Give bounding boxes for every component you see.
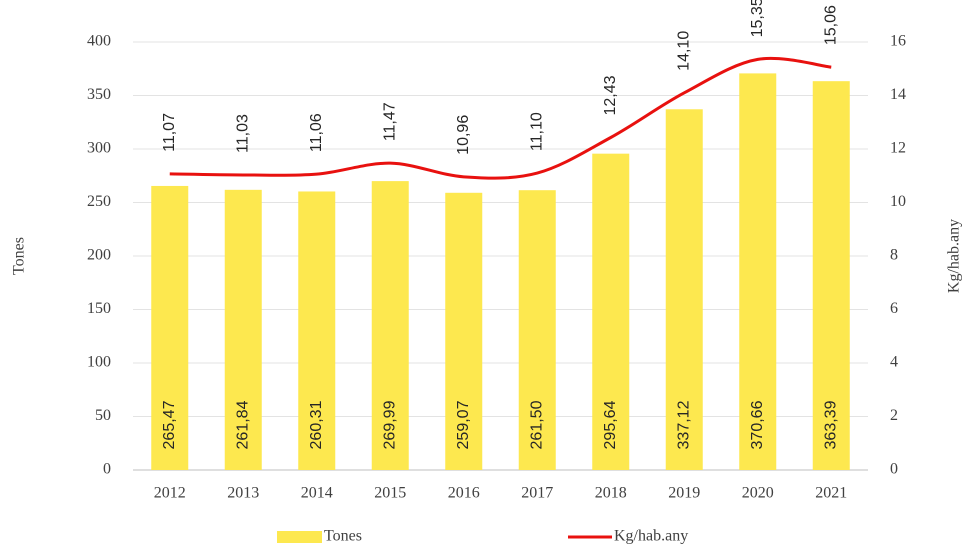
y2-tick-label: 0 (890, 461, 898, 478)
data-label: 337,12 (675, 400, 692, 449)
y2-tick-label: 12 (890, 140, 906, 157)
y2-tick-label: 16 (890, 33, 906, 50)
bar (739, 73, 777, 470)
y2-tick-label: 8 (890, 247, 898, 264)
data-label: 11,47 (381, 102, 398, 141)
y2-tick-label: 6 (890, 300, 898, 317)
x-tick-label: 2013 (227, 485, 259, 502)
x-tick-label: 2012 (154, 485, 186, 502)
data-label: 295,64 (602, 400, 619, 449)
y-tick-label: 50 (95, 407, 111, 424)
data-label: 14,10 (675, 31, 692, 71)
data-label: 11,06 (308, 113, 325, 152)
bar (518, 190, 556, 470)
x-tick-label: 2020 (742, 485, 774, 502)
data-label: 370,66 (749, 400, 766, 449)
y-tick-label: 150 (87, 300, 111, 317)
bar (665, 109, 703, 470)
bar (298, 191, 336, 470)
bar (224, 189, 262, 470)
y-tick-label: 350 (87, 86, 111, 103)
data-label: 15,06 (822, 5, 839, 45)
data-label: 260,31 (308, 400, 325, 449)
legend-swatch (277, 531, 322, 543)
y2-tick-label: 14 (890, 86, 906, 103)
x-tick-label: 2017 (521, 485, 553, 502)
x-tick-label: 2021 (815, 485, 847, 502)
bar (592, 153, 630, 470)
data-label: 261,84 (234, 400, 251, 449)
y2-tick-label: 4 (890, 354, 898, 371)
data-label: 12,43 (602, 75, 619, 115)
y-tick-label: 300 (87, 140, 111, 157)
y-tick-label: 400 (87, 33, 111, 50)
x-tick-label: 2016 (448, 485, 480, 502)
y-tick-label: 200 (87, 247, 111, 264)
bar (812, 81, 850, 470)
y2-tick-label: 10 (890, 193, 906, 210)
data-label: 11,10 (528, 112, 545, 151)
y-axis-label: Tones (11, 237, 28, 275)
y2-axis-label: Kg/hab.any (946, 219, 963, 293)
data-label: 10,96 (455, 115, 472, 155)
data-label: 11,07 (161, 113, 178, 152)
bar (371, 181, 409, 470)
data-label: 265,47 (161, 400, 178, 449)
x-tick-label: 2015 (374, 485, 406, 502)
y2-tick-label: 2 (890, 407, 898, 424)
x-tick-label: 2018 (595, 485, 627, 502)
y-tick-label: 250 (87, 193, 111, 210)
data-label: 261,50 (528, 400, 545, 449)
legend-label: Tones (324, 528, 362, 545)
bar (151, 185, 189, 471)
data-label: 11,03 (234, 114, 251, 153)
bar (445, 192, 483, 470)
data-label: 15,35 (749, 0, 766, 37)
x-tick-label: 2014 (301, 485, 333, 502)
y-tick-label: 100 (87, 354, 111, 371)
line (169, 56, 832, 180)
data-label: 259,07 (455, 400, 472, 449)
x-tick-label: 2019 (668, 485, 700, 502)
data-label: 363,39 (822, 400, 839, 449)
legend-label: Kg/hab.any (614, 528, 688, 545)
data-label: 269,99 (381, 400, 398, 449)
y-tick-label: 0 (103, 461, 111, 478)
